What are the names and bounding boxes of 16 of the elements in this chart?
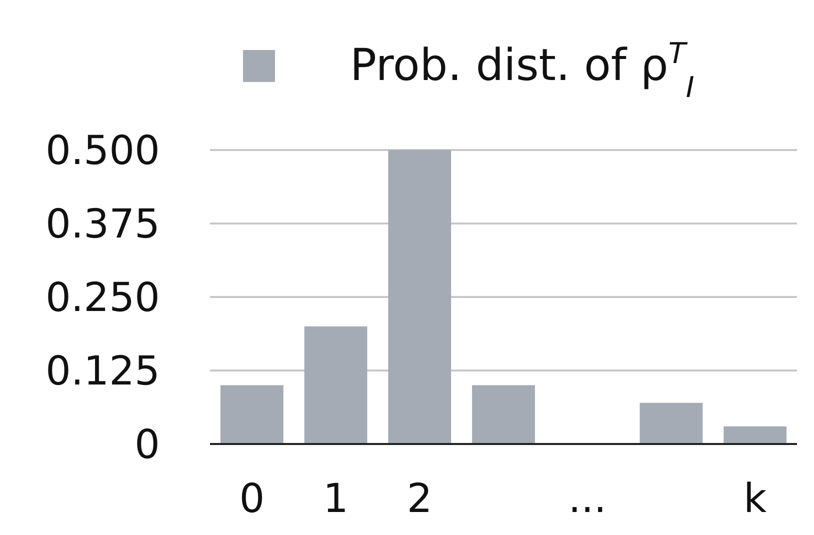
- x-tick-label: 1: [323, 476, 349, 522]
- x-tick-label: ...: [568, 476, 606, 522]
- bar: [304, 326, 368, 444]
- x-tick-label: k: [743, 476, 768, 522]
- x-tick-label: 2: [406, 476, 432, 522]
- y-tick-label: 0.250: [45, 275, 160, 321]
- y-tick-label: 0.375: [45, 202, 160, 248]
- bar: [472, 385, 535, 444]
- bar: [640, 402, 703, 444]
- y-tick-label: 0.125: [45, 348, 160, 394]
- bar: [220, 385, 284, 444]
- y-tick-label: 0.500: [45, 128, 160, 174]
- x-tick-label: 0: [239, 476, 265, 522]
- bar: [724, 426, 787, 444]
- y-tick-label: 0: [134, 422, 160, 468]
- bar: [388, 150, 452, 444]
